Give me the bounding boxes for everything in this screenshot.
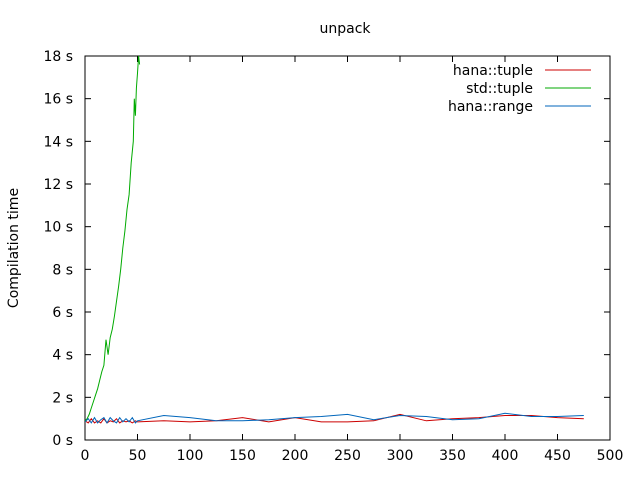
series-line-std-tuple: [85, 56, 141, 422]
x-tick-label: 450: [544, 448, 571, 464]
legend-label-std-tuple: std::tuple: [466, 81, 533, 97]
y-tick-label: 6 s: [52, 305, 73, 321]
x-tick-label: 250: [334, 448, 361, 464]
axis-ticks: 0 50 100 150 200 250 300 350 400 450 500 0 s 2 s 4 s 6…: [43, 49, 623, 464]
y-tick-label: 18 s: [43, 49, 73, 65]
series-line-hana-range: [85, 412, 584, 424]
x-tick-label: 0: [81, 448, 90, 464]
y-tick-label: 2 s: [52, 390, 73, 406]
y-tick-label: 16 s: [43, 92, 73, 108]
chart-title: unpack: [319, 21, 371, 37]
y-axis-label: Compilation time: [6, 188, 22, 308]
series-line-hana-tuple: [85, 413, 584, 424]
y-tick-label: 10 s: [43, 220, 73, 236]
y-tick-label: 0 s: [52, 433, 73, 449]
y-tick-label: 4 s: [52, 348, 73, 364]
legend-label-hana-range: hana::range: [448, 99, 533, 115]
x-tick-label: 200: [282, 448, 309, 464]
x-tick-label: 100: [177, 448, 204, 464]
x-tick-label: 50: [129, 448, 147, 464]
x-tick-label: 150: [229, 448, 256, 464]
x-tick-label: 500: [597, 448, 624, 464]
series-layer: [85, 56, 584, 424]
y-tick-label: 8 s: [52, 262, 73, 278]
x-tick-label: 350: [439, 448, 466, 464]
legend-label-hana-tuple: hana::tuple: [453, 63, 533, 79]
y-tick-label: 12 s: [43, 177, 73, 193]
x-tick-label: 400: [492, 448, 519, 464]
y-tick-label: 14 s: [43, 134, 73, 150]
x-tick-label: 300: [387, 448, 414, 464]
